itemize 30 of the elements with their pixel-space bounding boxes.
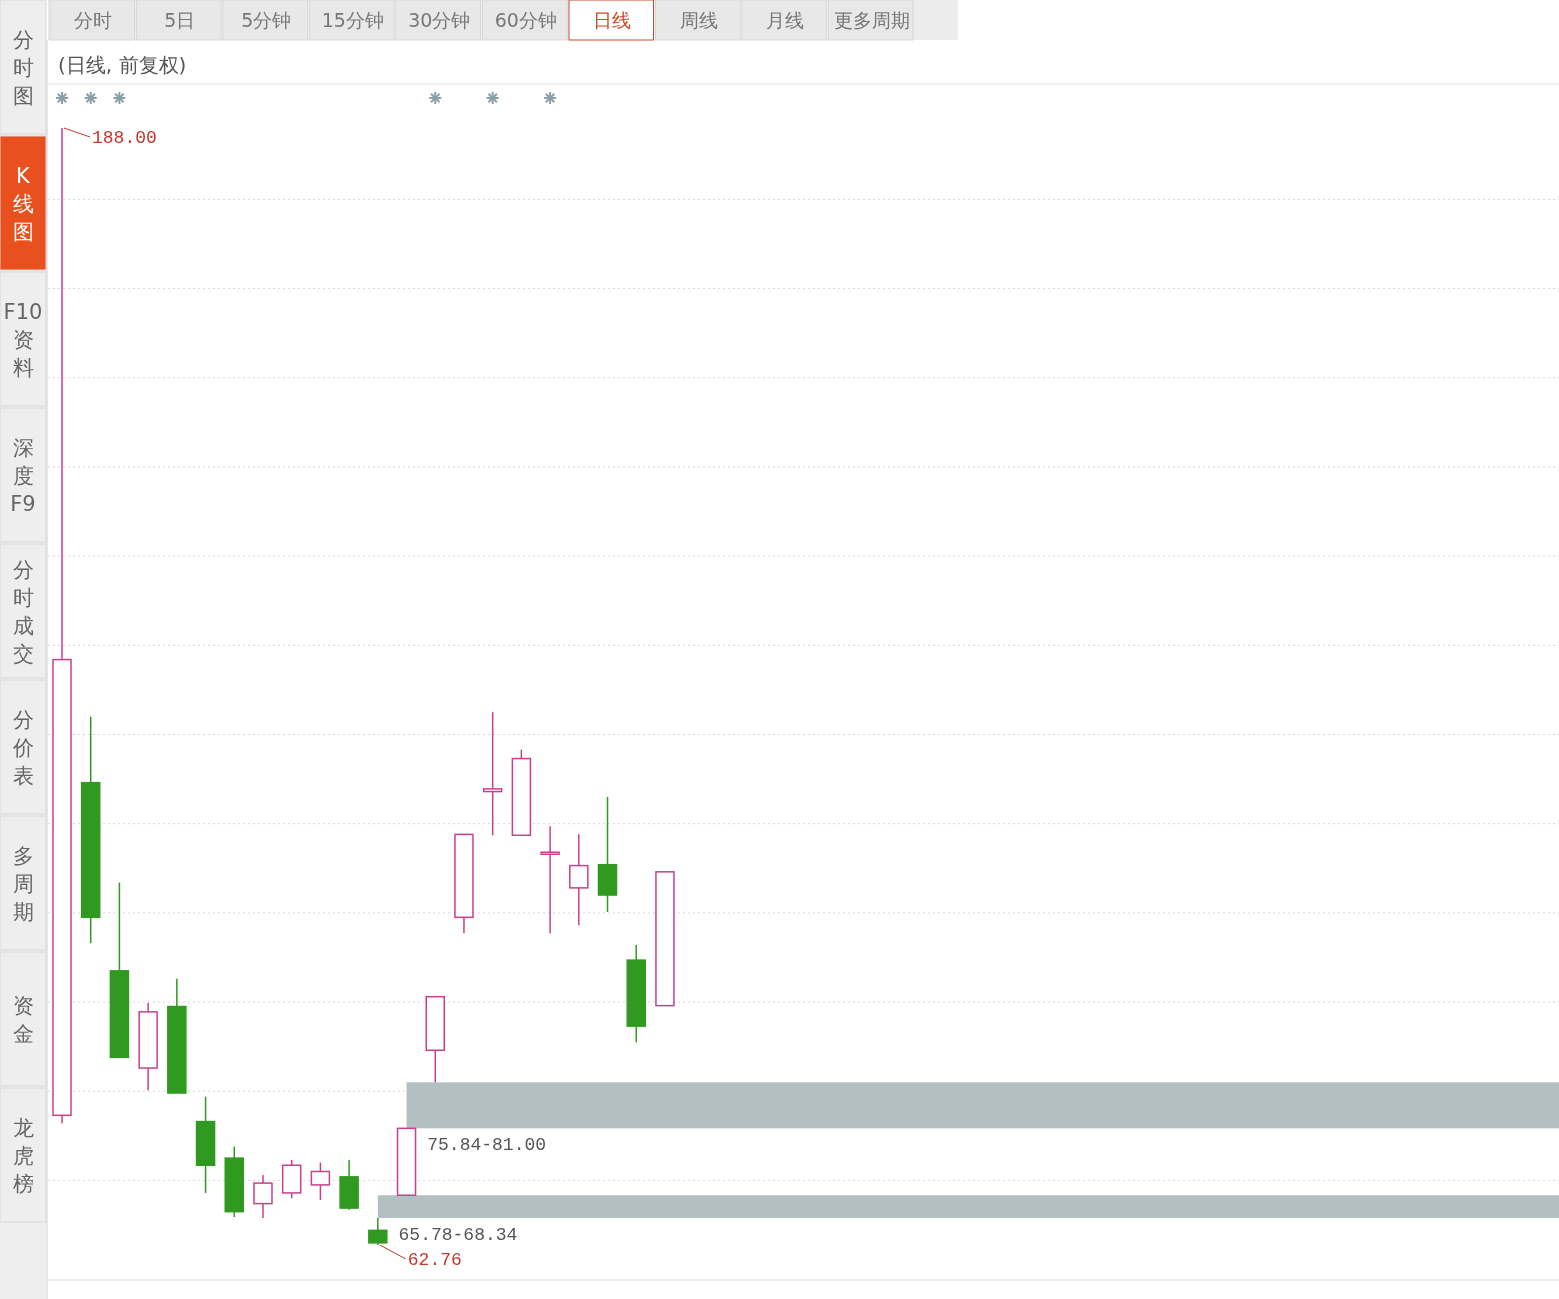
text: 月线 <box>766 9 805 31</box>
chart-title: (日线, 前复权) <box>58 53 187 77</box>
candlestick <box>482 711 503 837</box>
text: 深度F9 <box>10 436 36 516</box>
text: 15分钟 <box>321 9 384 31</box>
text: 资金 <box>12 994 34 1046</box>
text: 日线 <box>593 9 632 31</box>
candlestick <box>540 825 560 935</box>
text: 分价表 <box>11 708 34 788</box>
band-label: 65.78-68.34 <box>398 1225 518 1246</box>
candlestick <box>253 1174 273 1219</box>
candlestick <box>310 1161 331 1201</box>
text: 分时成交 <box>12 558 34 666</box>
text: 更多周期 <box>833 9 910 31</box>
text: 5日 <box>164 9 196 31</box>
text: 5分钟 <box>241 9 292 31</box>
candlestick <box>569 833 589 927</box>
text: 30分钟 <box>408 9 471 31</box>
band-label: 75.84-81.00 <box>427 1135 547 1156</box>
text: 龙虎榜 <box>12 1116 34 1196</box>
text: K线图 <box>12 164 34 244</box>
text: 多周期 <box>12 844 34 924</box>
text: 分时图 <box>12 28 34 108</box>
text: F10资料 <box>3 300 43 380</box>
candlestick <box>368 1217 388 1246</box>
text: 60分钟 <box>494 9 557 31</box>
text: 分时 <box>74 9 113 31</box>
annotation: 188.00 <box>92 128 157 148</box>
text: 62.76 <box>407 1250 462 1270</box>
text: 周线 <box>679 9 718 31</box>
